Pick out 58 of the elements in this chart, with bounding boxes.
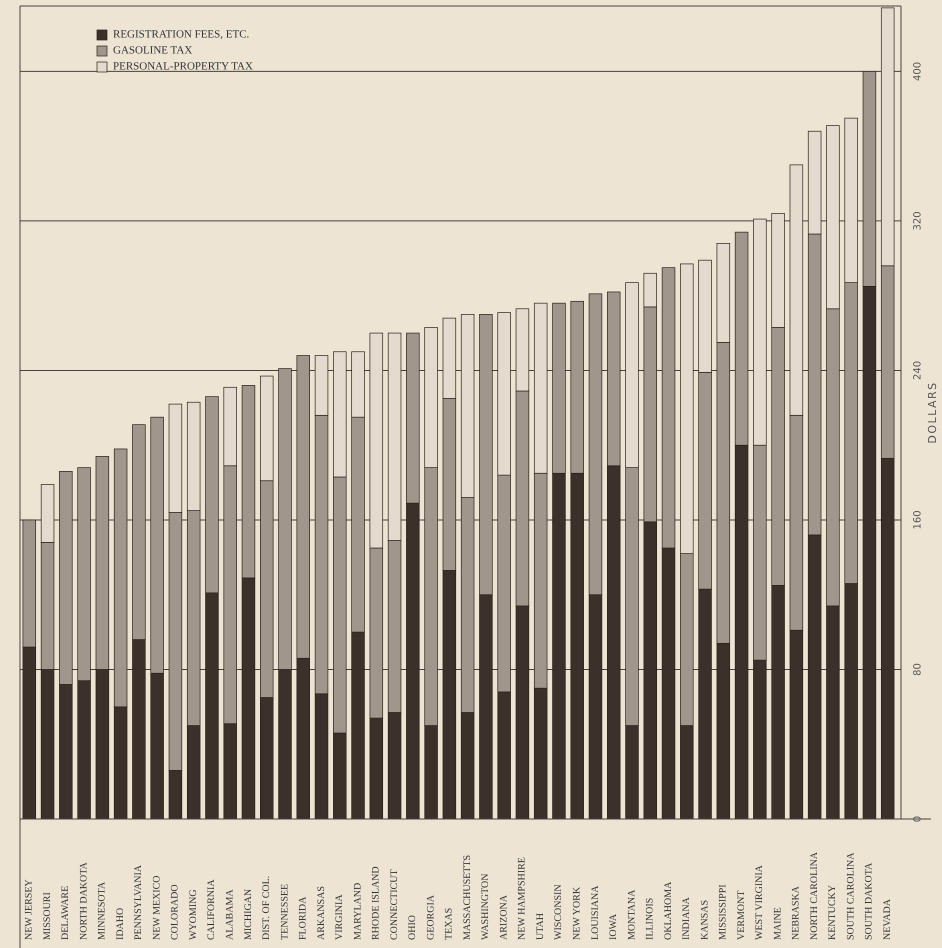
x-tick-label: DELAWARE: [60, 886, 72, 940]
x-tick-label: IOWA: [608, 913, 620, 940]
x-tick-label: WASHINGTON: [480, 874, 492, 940]
x-tick-label: WYOMING: [188, 889, 199, 940]
x-tick-label: NEVADA: [882, 898, 893, 940]
legend-label: GASOLINE TAX: [113, 44, 192, 57]
y-tick-label: 400: [912, 62, 924, 81]
legend-label: PERSONAL-PROPERTY TAX: [113, 60, 254, 73]
x-tick-label: ARIZONA: [498, 894, 510, 940]
x-tick-label: MAINE: [772, 907, 784, 940]
x-tick-label: PENNSYLVANIA: [133, 864, 144, 940]
y-axis-title: DOLLARS: [926, 381, 940, 444]
x-tick-label: DIST. OF COL.: [261, 876, 272, 940]
y-tick-label: 240: [912, 360, 924, 380]
x-tick-label: OKLAHOMA: [662, 880, 674, 940]
x-tick-label: MONTANA: [626, 888, 638, 940]
x-tick-label: MISSOURI: [42, 892, 53, 940]
x-tick-label: LOUISIANA: [590, 884, 601, 940]
x-tick-label: NEW JERSEY: [24, 879, 35, 940]
x-tick-label: SOUTH DAKOTA: [864, 862, 875, 940]
x-tick-label: NEW MEXICO: [151, 875, 162, 940]
x-tick-label: CONNECTICUT: [388, 869, 400, 940]
x-tick-label: MARYLAND: [352, 882, 364, 940]
x-tick-label: WISCONSIN: [553, 884, 564, 940]
x-tick-label: INDIANA: [681, 896, 692, 940]
x-tick-label: NEW HAMPSHIRE: [516, 857, 528, 940]
x-tick-label: RHODE ISLAND: [370, 866, 382, 940]
x-tick-label: VIRGINIA: [334, 894, 346, 940]
x-tick-label: KANSAS: [699, 900, 710, 940]
x-tick-label: MINNESOTA: [96, 881, 108, 940]
x-tick-label: OHIO: [407, 915, 418, 940]
y-tick-label: 160: [912, 510, 924, 530]
x-tick-label: IDAHO: [114, 908, 126, 940]
x-tick-label: ALABAMA: [224, 888, 236, 940]
x-tick-label: NEW YORK: [572, 886, 583, 940]
x-tick-label: ARKANSAS: [316, 886, 327, 940]
x-tick-label: MICHIGAN: [242, 888, 254, 940]
x-tick-label: SOUTH CAROLINA: [845, 852, 856, 940]
x-tick-label: NEBRASKA: [790, 885, 802, 940]
y-tick-label: 80: [912, 663, 924, 676]
x-tick-label: TEXAS: [444, 908, 455, 940]
y-tick-label: 320: [912, 211, 924, 230]
x-tick-label: VERMONT: [736, 890, 747, 940]
x-tick-label: WEST VIRGINIA: [754, 864, 766, 940]
x-tick-label: CALIFORNIA: [206, 878, 218, 940]
x-tick-label: GEORGIA: [425, 894, 436, 940]
legend-label: REGISTRATION FEES, ETC.: [113, 28, 250, 41]
x-tick-label: MASSACHUSETTS: [462, 854, 473, 940]
x-tick-label: ILLINOIS: [644, 898, 656, 940]
y-tick-label: 0: [912, 816, 924, 822]
x-tick-label: TENNESSEE: [279, 884, 290, 940]
x-tick-label: FLORIDA: [298, 896, 309, 940]
x-tick-label: MISSISSIPPI: [718, 884, 729, 940]
x-tick-label: NORTH CAROLINA: [808, 851, 820, 940]
x-tick-label: KENTUCKY: [827, 885, 838, 940]
x-tick-label: COLORADO: [170, 884, 181, 940]
x-tick-label: NORTH DAKOTA: [78, 861, 90, 940]
x-tick-label: UTAH: [534, 913, 546, 940]
